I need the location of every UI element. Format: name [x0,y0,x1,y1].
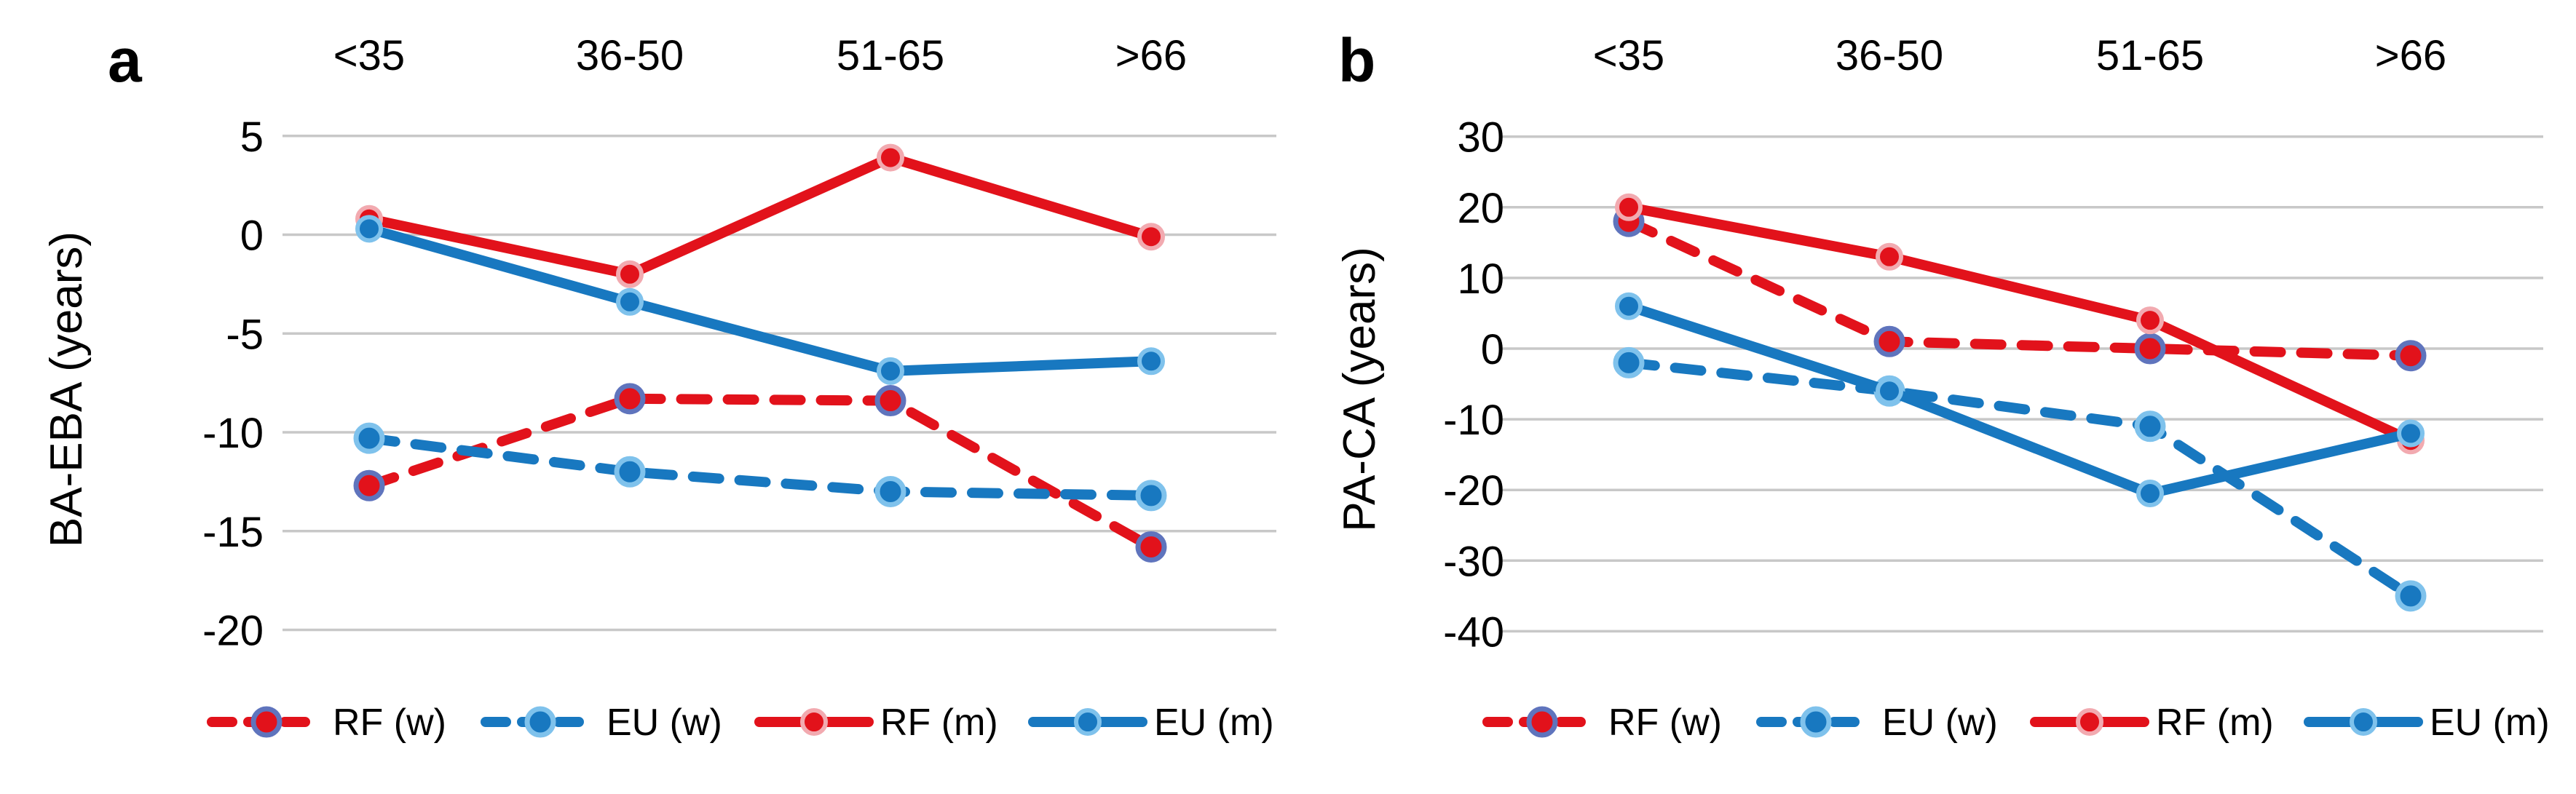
panel-a-line-RF(m) [364,152,1156,279]
panel-a-marker-RF(w)-1 [614,383,646,415]
panel-b-marker-EU(w)-3 [2395,580,2427,612]
panel-a-marker-RF(w)-0 [353,469,385,501]
panel-b-line-RF(w) [1624,216,2416,361]
panel-a-y-axis-title: BA-EBA (years) [42,231,92,547]
panel-a-category-2: 51-65 [837,32,944,79]
panel-b-ytick--10: -10 [1443,397,1504,444]
panel-b-ytick-10: 10 [1457,255,1504,303]
panel-b-marker-RF(m)-1 [1876,242,1903,271]
panel-b-y-axis-title: PA-CA (years) [1335,247,1385,532]
panel-a-legend-marker-EU(w) [524,706,556,738]
panel-b-legend-label-RF(w): RF (w) [1608,702,1722,744]
panel-a-line-EU(w) [364,433,1156,501]
panel-b-category-2: 51-65 [2096,32,2204,79]
panel-a-marker-EU(w)-0 [353,422,385,454]
panel-a-line-RF(w) [364,393,1156,552]
panel-a-marker-RF(m)-1 [616,260,644,288]
panel-b-category-1: 36-50 [1836,32,1943,79]
panel-b-legend-label-EU(m): EU (m) [2430,702,2550,744]
panel-a-marker-RF(w)-3 [1135,531,1167,563]
panel-a-legend-label-EU(w): EU (w) [607,702,722,744]
panel-b-ytick-30: 30 [1457,114,1504,162]
panel-b-marker-RF(w)-2 [2134,333,2166,365]
panel-a-marker-RF(m)-3 [1137,223,1165,251]
panel-b-line-RF(m) [1624,202,2416,446]
panel-a-legend-label-RF(w): RF (w) [333,702,446,744]
panel-b-marker-RF(m)-0 [1615,193,1643,221]
panel-a-ytick--10: -10 [202,410,264,457]
panel-b-legend-label-RF(m): RF (m) [2156,702,2274,744]
panel-a-marker-EU(w)-3 [1135,480,1167,512]
panel-b-category-3: >66 [2375,32,2446,79]
panel-a-legend-label-RF(m): RF (m) [880,702,998,744]
panel-a-marker-EU(m)-1 [616,287,644,316]
panel-b-ytick--20: -20 [1443,467,1504,515]
panel-b-ytick--40: -40 [1443,608,1504,656]
panel-a-category-3: >66 [1115,32,1187,79]
panel-a-ytick-0: 0 [240,213,264,260]
panel-a-legend-label-EU(m): EU (m) [1154,702,1274,744]
panel-a-legend-marker-RF(w) [250,706,283,738]
panel-a-marker-RF(w)-2 [874,385,906,417]
panel-a-ytick--15: -15 [202,509,264,556]
panel-a-ytick--5: -5 [226,311,264,358]
panel-b-marker-EU(m)-3 [2397,419,2425,448]
panel-a-marker-EU(m)-3 [1137,347,1165,376]
panel-a-ytick--20: -20 [202,608,264,655]
panel-b-legend-marker-EU(w) [1800,706,1832,738]
panel-b-legend-label-EU(w): EU (w) [1882,702,1998,744]
panel-b-legend-marker-RF(m) [2076,708,2103,736]
panel-a-letter: a [108,26,143,95]
panel-a-legend-marker-RF(m) [800,708,828,736]
panel-b-marker-RF(m)-2 [2136,306,2164,335]
panel-b-ytick-0: 0 [1481,326,1504,373]
panel-a-marker-EU(w)-1 [614,456,646,488]
panel-a-category-1: 36-50 [576,32,684,79]
panel-a-category-0: <35 [333,32,405,79]
panel-b-letter: b [1338,26,1375,95]
panel-a-line-EU(m) [364,223,1156,376]
panel-b-marker-EU(w)-0 [1613,346,1645,378]
panel-b-line-EU(m) [1624,301,2416,499]
panel-b-legend-marker-EU(m) [2350,708,2377,736]
panel-b-legend-marker-RF(w) [1526,706,1558,738]
panel-a-marker-RF(m)-2 [877,143,904,172]
panel-b-marker-EU(m)-2 [2136,480,2164,508]
panel-a-marker-EU(m)-0 [355,215,383,243]
panel-b-marker-RF(w)-1 [1873,325,1905,357]
panel-b-marker-EU(w)-2 [2134,410,2166,442]
panel-b-marker-EU(m)-0 [1615,292,1643,320]
panel-b-ytick--30: -30 [1443,538,1504,585]
panel-b-marker-EU(m)-1 [1876,377,1903,405]
panel-b-ytick-20: 20 [1457,185,1504,232]
panel-a-ytick-5: 5 [240,114,264,161]
panel-a-marker-EU(w)-2 [874,475,906,507]
panel-b-marker-RF(w)-3 [2395,340,2427,372]
panel-a-marker-EU(m)-2 [877,357,904,385]
panel-b-line-EU(w) [1624,357,2416,601]
panel-a-legend-marker-EU(m) [1074,708,1102,736]
panel-b-category-0: <35 [1593,32,1664,79]
